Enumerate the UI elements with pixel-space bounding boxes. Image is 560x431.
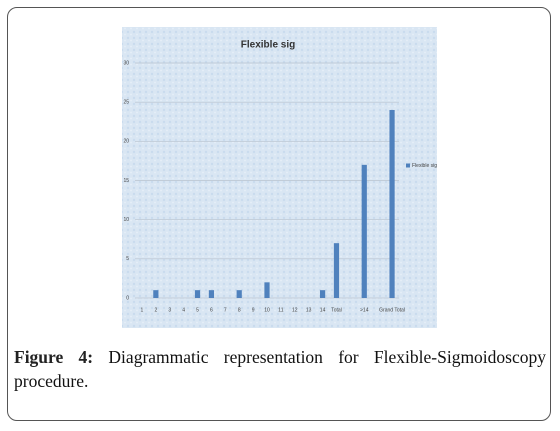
y-tick-label: 20 [123, 139, 129, 145]
x-tick-label: Grand Total [379, 307, 405, 313]
y-tick-label: 0 [126, 295, 129, 301]
y-tick-label: 25 [123, 99, 129, 105]
x-tick-label: >14 [360, 307, 369, 313]
bar [361, 164, 367, 298]
x-tick-label: 10 [264, 307, 270, 313]
legend-label: Flexible sig [412, 163, 437, 169]
x-tick-label: 1 [141, 307, 144, 313]
bar [153, 290, 159, 298]
x-tick-label: 13 [306, 307, 312, 313]
bar [208, 290, 215, 298]
x-tick-label: Total [331, 307, 342, 313]
chart-background [122, 27, 437, 328]
bar [333, 243, 340, 298]
x-tick-label: 7 [224, 307, 227, 313]
bar [194, 290, 201, 298]
figure-frame [7, 7, 551, 421]
y-tick-label: 5 [126, 256, 129, 262]
x-tick-label: 2 [154, 307, 157, 313]
x-tick-label: 14 [320, 307, 326, 313]
x-tick-label: 11 [278, 307, 283, 313]
bar [389, 110, 395, 298]
x-tick-label: 6 [210, 307, 213, 313]
caption: Figure 4: Diagrammatic representation fo… [14, 345, 546, 393]
chart-title: Flexible sig [241, 40, 295, 51]
bar [264, 282, 270, 298]
x-tick-label: 12 [292, 307, 298, 313]
bar [236, 290, 242, 298]
legend-swatch [406, 163, 410, 168]
caption-label: Figure 4: [14, 347, 94, 367]
y-tick-label: 15 [123, 178, 129, 184]
x-tick-label: 3 [168, 307, 171, 313]
x-tick-label: 5 [196, 307, 199, 313]
x-tick-label: 8 [238, 307, 241, 313]
y-tick-label: 10 [123, 217, 129, 223]
x-tick-label: 4 [182, 307, 185, 313]
y-tick-label: 30 [123, 60, 129, 66]
x-tick-label: 9 [252, 307, 255, 313]
caption-text: Diagrammatic representation for Flexible… [14, 347, 546, 391]
bar [319, 290, 326, 298]
